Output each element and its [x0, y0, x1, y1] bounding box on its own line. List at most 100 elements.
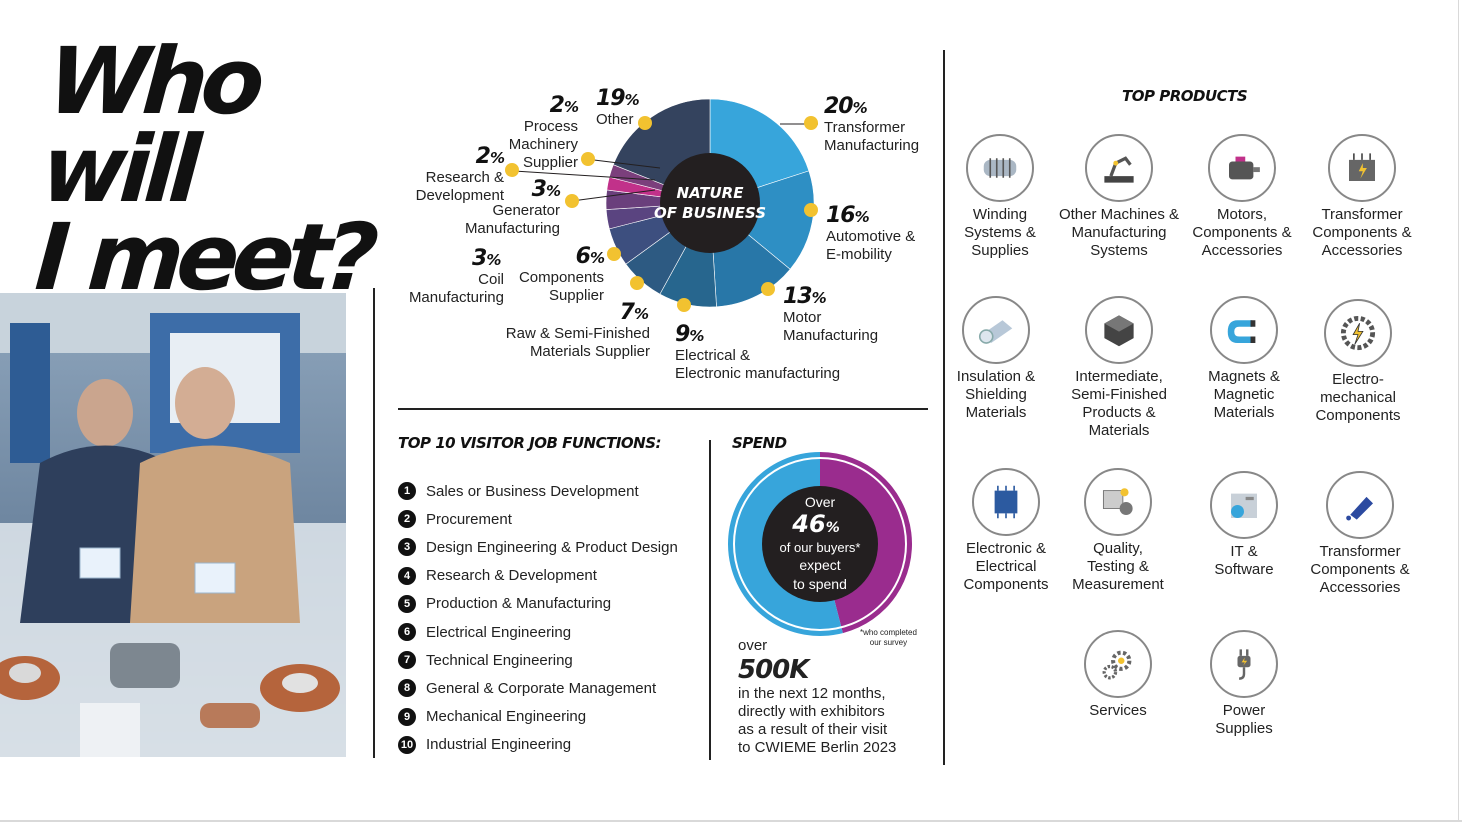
- nature-label-electrical: 9% Electrical & Electronic manufacturing: [675, 322, 840, 383]
- job-function-label: Industrial Engineering: [426, 736, 572, 754]
- product-label-line: Components &: [1192, 224, 1292, 241]
- label-line: Components: [518, 269, 604, 286]
- product-label-line: Components: [963, 576, 1049, 593]
- product-item: Electronic & Electrical Components: [936, 468, 1076, 594]
- product-item: Quality, Testing & Measurement: [1048, 468, 1188, 594]
- leader-line: [593, 159, 661, 169]
- job-function-label: Design Engineering & Product Design: [426, 538, 678, 556]
- product-label-line: Testing &: [1087, 558, 1149, 575]
- spend-footnote: *who completed our survey: [860, 628, 917, 648]
- percent-sign: %: [689, 327, 704, 345]
- product-item: Winding Systems & Supplies: [930, 134, 1070, 260]
- label-line: Supplier: [522, 154, 578, 171]
- job-function-label: Mechanical Engineering: [426, 708, 587, 726]
- nature-label-other: 19% Other: [596, 86, 640, 129]
- marker-dot: [804, 203, 818, 217]
- percent-sign: %: [854, 208, 870, 226]
- product-item: Transformer Components & Accessories: [1292, 134, 1432, 260]
- job-function-item: 4 Research & Development: [398, 566, 597, 585]
- right-border: [1458, 0, 1459, 822]
- percent-sign: %: [811, 289, 827, 307]
- product-label-line: Products &: [1082, 404, 1156, 421]
- product-label-line: Accessories: [1201, 242, 1283, 259]
- value-label: 9: [675, 322, 690, 347]
- transformer-icon: [1328, 134, 1396, 202]
- job-rank-badge: 5: [398, 594, 416, 613]
- marker-dot: [761, 282, 775, 296]
- marker-dot: [565, 194, 579, 208]
- exhibition-photo: [0, 293, 346, 757]
- product-label-line: Transformer: [1321, 206, 1403, 223]
- value-label: 6: [575, 244, 591, 269]
- job-functions-title: TOP 10 VISITOR JOB FUNCTIONS:: [398, 434, 662, 452]
- nature-label-generator: 3% Generator Manufacturing: [456, 177, 561, 238]
- job-function-label: Electrical Engineering: [426, 623, 572, 641]
- product-label-line: Intermediate,: [1075, 368, 1163, 385]
- value-label: 20: [824, 94, 854, 119]
- robot-arm-icon: [1085, 134, 1153, 202]
- footnote-line: *who completed: [860, 628, 917, 637]
- job-rank-badge: 4: [398, 566, 416, 585]
- product-label-line: Supplies: [1215, 720, 1273, 737]
- product-label-line: Components: [1315, 407, 1401, 424]
- job-function-item: 3 Design Engineering & Product Design: [398, 538, 678, 557]
- job-function-label: Production & Manufacturing: [426, 595, 612, 613]
- marker-dot: [638, 116, 652, 130]
- quality-testing-icon: [1084, 468, 1152, 536]
- percent-sign: %: [563, 98, 579, 116]
- nature-label-components: 6% Components Supplier: [510, 244, 605, 305]
- job-function-label: Sales or Business Development: [426, 482, 639, 500]
- value-label: 3: [472, 246, 487, 271]
- value-label: 3: [531, 177, 547, 202]
- job-function-item: 6 Electrical Engineering: [398, 623, 571, 641]
- product-label-line: Electro-: [1332, 371, 1384, 388]
- product-item: IT & Software: [1174, 471, 1314, 579]
- spend-amount: 500K: [738, 655, 809, 685]
- job-function-item: 9 Mechanical Engineering: [398, 707, 587, 726]
- spend-donut-chart: Over 46% of our buyers* expect to spend: [728, 452, 912, 636]
- percent-sign: %: [624, 91, 640, 109]
- job-function-item: 2 Procurement: [398, 510, 512, 529]
- product-item: Power Supplies: [1174, 630, 1314, 738]
- job-rank-badge: 6: [398, 623, 416, 641]
- nature-label-research: 2% Research & Development: [404, 144, 505, 205]
- product-label-line: Transformer: [1319, 543, 1401, 560]
- product-label-line: Motors,: [1216, 206, 1267, 223]
- job-function-item: 10 Industrial Engineering: [398, 735, 572, 754]
- product-item: Insulation & Shielding Materials: [926, 296, 1066, 422]
- spend-center-line-3: of our buyers*: [780, 540, 861, 555]
- product-item: Motors, Components & Accessories: [1172, 134, 1312, 260]
- spend-center-disc: [762, 486, 878, 602]
- label-line: Generator: [492, 202, 560, 219]
- job-rank-badge: 2: [398, 510, 416, 529]
- value-label: 13: [783, 284, 813, 309]
- coil-icon: [966, 134, 1034, 202]
- product-label-line: Quality,: [1093, 540, 1143, 557]
- label-line: Motor: [783, 309, 822, 326]
- product-label-line: Components &: [1312, 224, 1412, 241]
- chip-icon: [972, 468, 1040, 536]
- label-line: Supplier: [548, 287, 604, 304]
- leader-line: [513, 170, 656, 181]
- nature-label-process-machinery: 2% Process Machinery Supplier: [496, 93, 579, 172]
- label-line: Raw & Semi-Finished: [505, 325, 650, 342]
- product-label-line: Shielding: [965, 386, 1027, 403]
- spend-center-value: 46%: [791, 510, 839, 538]
- spend-caption: over 500K in the next 12 months, directl…: [738, 637, 896, 757]
- value-label: 19: [596, 86, 626, 111]
- job-function-label: Research & Development: [426, 567, 597, 585]
- percent-sign: %: [486, 251, 501, 269]
- insulation-roll-icon: [962, 296, 1030, 364]
- value-label: 2: [475, 144, 491, 169]
- job-function-item: 8 General & Corporate Management: [398, 679, 656, 698]
- spend-inner-ring: [733, 457, 907, 631]
- top-products-title: TOP PRODUCTS: [1122, 87, 1248, 105]
- spend-caption-line: directly with exhibitors: [738, 703, 885, 720]
- label-line: Other: [596, 111, 634, 128]
- label-line: Development: [415, 187, 504, 204]
- percent-sign: %: [633, 305, 649, 323]
- job-function-item: 1 Sales or Business Development: [398, 482, 639, 500]
- value-label: 2: [549, 93, 565, 118]
- product-item: Transformer Components & Accessories: [1290, 471, 1430, 597]
